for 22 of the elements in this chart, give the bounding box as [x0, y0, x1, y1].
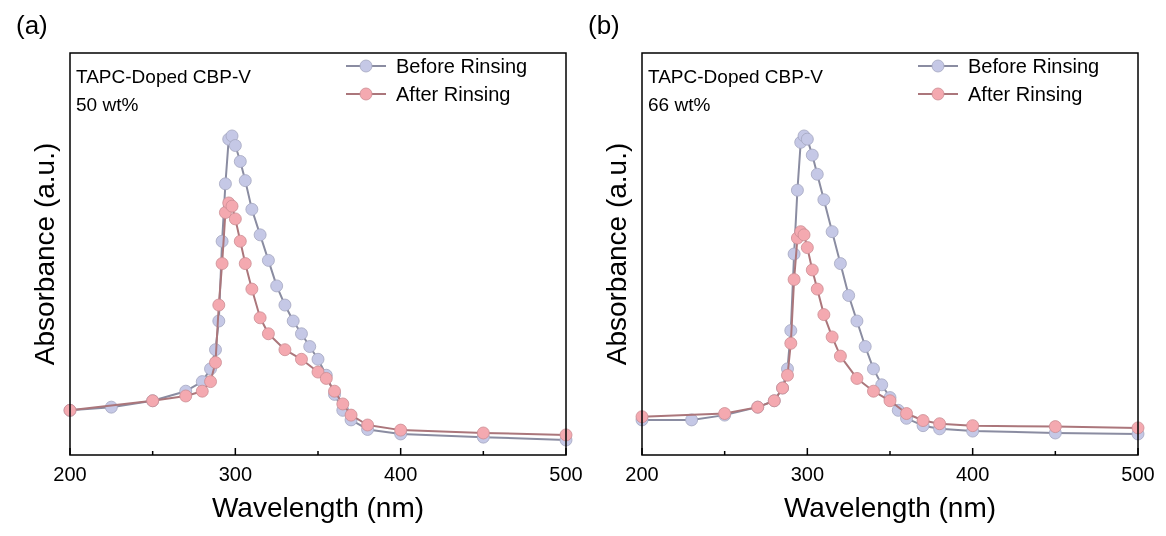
x-tick-label: 400	[955, 463, 990, 485]
text: TAPC-Doped CBP-V	[76, 66, 252, 87]
chart-title: (a)	[16, 10, 48, 40]
x-tick-label: 300	[218, 463, 253, 485]
legend-label: After Rinsing	[396, 83, 511, 105]
y-axis-title: Absorbance (a.u.)	[601, 142, 632, 366]
text: TAPC-Doped CBP-V	[648, 66, 824, 87]
x-tick-label: 400	[383, 463, 418, 485]
text: 50 wt%	[76, 94, 139, 115]
text: 66 wt%	[648, 94, 711, 115]
x-tick-label: 300	[790, 463, 825, 485]
x-tick-label: 200	[53, 463, 87, 485]
x-axis-title: Wavelength (nm)	[211, 492, 425, 523]
x-tick-label: 500	[549, 463, 583, 485]
x-tick-label: 200	[625, 463, 659, 485]
x-axis-title: Wavelength (nm)	[783, 492, 997, 523]
legend-label: Before Rinsing	[968, 55, 1100, 77]
chart-title: (b)	[588, 10, 620, 40]
x-tick-label: 500	[1121, 463, 1155, 485]
y-axis-title: Absorbance (a.u.)	[29, 142, 60, 366]
legend-label: After Rinsing	[968, 83, 1083, 105]
legend-label: Before Rinsing	[396, 55, 528, 77]
